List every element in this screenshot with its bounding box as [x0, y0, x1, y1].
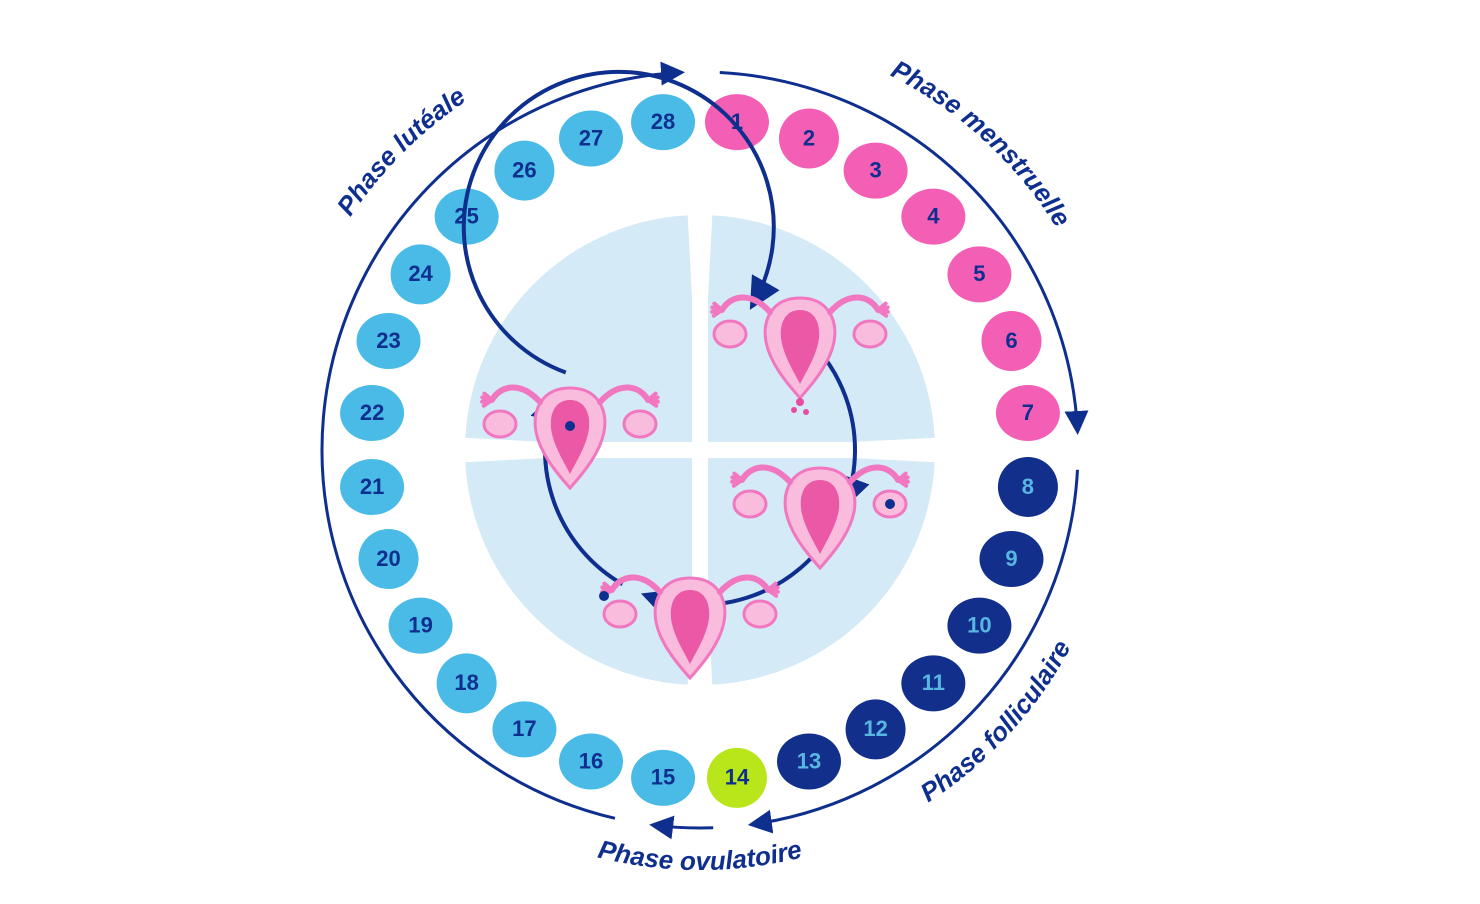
day-circle-17: 17	[492, 701, 556, 757]
day-label-13: 13	[797, 748, 821, 773]
day-label-26: 26	[512, 157, 536, 182]
outer-ring-arc-ovulatoire	[654, 825, 713, 828]
day-circle-9: 9	[979, 531, 1043, 587]
day-circle-24: 24	[391, 244, 451, 304]
day-label-24: 24	[408, 261, 433, 286]
inner-bg-quadrant	[465, 450, 700, 685]
day-circle-3: 3	[844, 143, 908, 199]
day-circle-12: 12	[846, 699, 906, 759]
day-circle-16: 16	[559, 733, 623, 789]
day-label-17: 17	[512, 716, 536, 741]
day-label-5: 5	[973, 261, 985, 286]
day-circle-18: 18	[437, 653, 497, 713]
day-circle-10: 10	[947, 598, 1011, 654]
day-circle-4: 4	[901, 189, 965, 245]
day-label-2: 2	[803, 125, 815, 150]
day-label-10: 10	[967, 612, 991, 637]
day-circle-14: 14	[707, 748, 767, 808]
day-label-3: 3	[869, 157, 881, 182]
day-circle-21: 21	[340, 459, 404, 515]
day-circle-22: 22	[340, 385, 404, 441]
day-label-20: 20	[376, 546, 400, 571]
day-label-18: 18	[454, 670, 478, 695]
day-label-6: 6	[1005, 328, 1017, 353]
day-label-21: 21	[360, 474, 384, 499]
day-circle-15: 15	[631, 750, 695, 806]
day-circle-28: 28	[631, 94, 695, 150]
day-circle-7: 7	[996, 385, 1060, 441]
day-label-12: 12	[863, 716, 887, 741]
day-label-23: 23	[376, 328, 400, 353]
day-circle-6: 6	[981, 311, 1041, 371]
phase-label-ovulatoire: Phase ovulatoire	[596, 834, 805, 876]
day-circle-26: 26	[494, 141, 554, 201]
day-circle-20: 20	[359, 529, 419, 589]
day-circle-23: 23	[357, 313, 421, 369]
day-label-22: 22	[360, 400, 384, 425]
day-label-9: 9	[1005, 546, 1017, 571]
day-circle-13: 13	[777, 733, 841, 789]
day-circle-8: 8	[998, 457, 1058, 517]
day-label-14: 14	[725, 765, 750, 790]
day-circle-27: 27	[559, 111, 623, 167]
day-circle-5: 5	[947, 246, 1011, 302]
day-circle-2: 2	[779, 109, 839, 169]
day-label-11: 11	[922, 670, 945, 695]
day-label-16: 16	[579, 748, 603, 773]
day-label-28: 28	[651, 109, 675, 134]
day-label-15: 15	[651, 765, 675, 790]
day-circle-19: 19	[389, 598, 453, 654]
day-label-27: 27	[579, 125, 603, 150]
day-label-4: 4	[927, 203, 940, 228]
day-label-7: 7	[1022, 400, 1034, 425]
day-label-8: 8	[1022, 474, 1034, 499]
menstrual-cycle-diagram: 1234567891011121314151617181920212223242…	[0, 0, 1480, 904]
day-label-19: 19	[408, 612, 432, 637]
day-circle-11: 11	[901, 655, 965, 711]
